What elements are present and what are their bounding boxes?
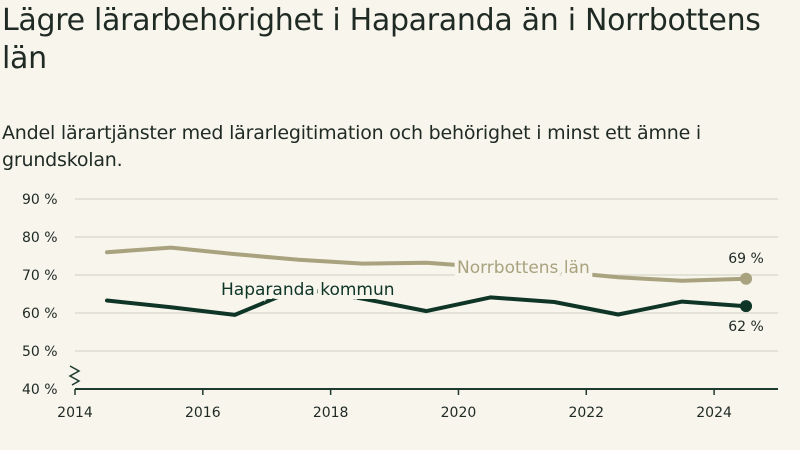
y-tick-label-40: 40 % — [22, 382, 58, 398]
x-tick-label-2020: 2020 — [441, 405, 477, 421]
y-tick-label-50: 50 % — [22, 344, 58, 360]
series-line-haparanda-kommun — [105, 286, 748, 317]
value-label-norrbottens-lan: 69 % — [728, 251, 764, 267]
end-point-haparanda-kommun — [740, 300, 753, 313]
series-label-haparanda-kommun: Haparanda kommun — [221, 280, 395, 300]
series-line-norrbottens-lan — [105, 245, 748, 283]
chart-title: Lägre lärarbehörighet i Haparanda än i N… — [2, 3, 761, 76]
value-label-haparanda-kommun: 62 % — [728, 319, 764, 335]
x-tick-label-2018: 2018 — [313, 405, 349, 421]
y-tick-label-90: 90 % — [22, 192, 58, 208]
chart-subtitle: Andel lärartjänster med lärarlegitimatio… — [2, 122, 702, 171]
y-tick-label-60: 60 % — [22, 306, 58, 322]
x-tick-label-2022: 2022 — [568, 405, 604, 421]
x-tick-label-2016: 2016 — [185, 405, 221, 421]
axis-break-icon — [68, 365, 81, 386]
x-tick-label-2014: 2014 — [57, 405, 93, 421]
series-label-norrbottens-lan: Norrbottens län — [457, 258, 590, 278]
y-tick-label-70: 70 % — [22, 268, 58, 284]
x-tick-label-2024: 2024 — [696, 405, 732, 421]
y-tick-label-80: 80 % — [22, 230, 58, 246]
end-point-norrbottens-lan — [740, 272, 753, 285]
